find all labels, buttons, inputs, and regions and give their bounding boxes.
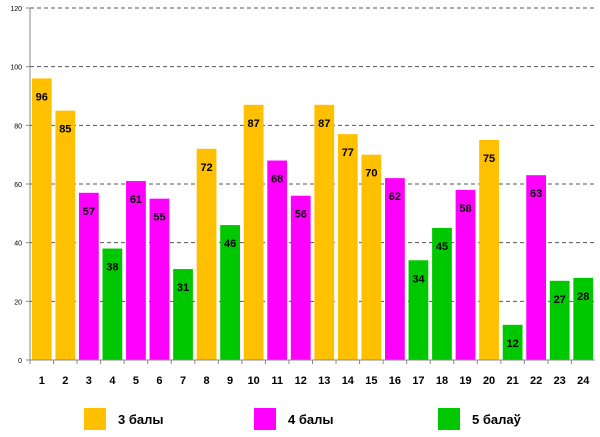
x-tick-label-19: 19: [459, 375, 471, 387]
x-tick-label-13: 13: [318, 375, 330, 387]
bar-19: [455, 189, 476, 360]
x-tick-label-23: 23: [554, 375, 566, 387]
x-tick-label-15: 15: [365, 375, 377, 387]
x-tick-label-1: 1: [39, 375, 45, 387]
x-tick-label-21: 21: [506, 375, 518, 387]
data-label-18: 45: [436, 241, 448, 253]
data-label-11: 68: [271, 174, 283, 186]
bar-14: [337, 134, 358, 360]
data-label-17: 34: [412, 273, 425, 285]
bar-24: [573, 277, 594, 360]
data-label-5: 61: [130, 194, 142, 206]
bar-1: [31, 78, 52, 361]
data-label-16: 62: [389, 191, 401, 203]
y-tick-label: 120: [10, 6, 22, 13]
x-tick-label-4: 4: [109, 375, 116, 387]
legend-item-4: 4 балы: [254, 406, 333, 432]
bar-10: [243, 104, 264, 360]
bar-6: [149, 198, 170, 360]
data-label-7: 31: [177, 282, 189, 294]
grid-lines: [30, 7, 595, 302]
bar-5: [126, 181, 146, 360]
data-label-24: 28: [577, 291, 589, 303]
data-label-20: 75: [483, 153, 495, 165]
y-tick-label: 40: [14, 241, 22, 248]
legend-item-3: 3 балы: [84, 406, 163, 432]
x-tick-label-14: 14: [342, 375, 355, 387]
y-tick-label: 20: [14, 299, 22, 306]
legend-swatch-4: [254, 408, 276, 430]
data-label-8: 72: [200, 162, 212, 174]
bar-4: [102, 248, 123, 360]
data-label-2: 85: [59, 124, 71, 136]
x-tick-label-2: 2: [62, 375, 68, 387]
bar-20: [479, 140, 499, 360]
data-label-23: 27: [554, 294, 566, 306]
data-label-10: 87: [248, 118, 260, 130]
legend-swatch-3: [84, 408, 106, 430]
bar-11: [267, 160, 288, 360]
data-label-15: 70: [365, 168, 377, 180]
data-label-12: 56: [295, 209, 307, 221]
bar-9: [220, 225, 240, 360]
x-tick-label-6: 6: [156, 375, 162, 387]
data-label-6: 55: [153, 212, 165, 224]
y-tick-label: 0: [18, 358, 22, 365]
bar-13: [314, 104, 335, 360]
x-tick-label-5: 5: [133, 375, 139, 387]
data-label-1: 96: [36, 91, 48, 103]
x-tick-label-8: 8: [204, 375, 210, 387]
bar-15: [361, 154, 382, 360]
y-axis: 0 20 40 60 80 100 120: [10, 6, 31, 365]
x-tick-label-16: 16: [389, 375, 401, 387]
legend-swatch-5: [438, 408, 460, 430]
y-tick-label: 100: [10, 65, 22, 72]
x-tick-label-3: 3: [86, 375, 92, 387]
legend-label-4: 4 балы: [288, 411, 334, 427]
data-label-4: 38: [106, 262, 118, 274]
data-label-13: 87: [318, 118, 330, 130]
data-label-21: 12: [506, 338, 518, 350]
y-tick-label: 60: [14, 182, 22, 189]
legend-item-5: 5 балаў: [438, 406, 521, 432]
x-axis: 1 2 3 4 5 6 7 8 9 10 11 12 13 14 15 16 17 18 19 20 21 22 23 24: [29, 359, 595, 387]
data-label-22: 63: [530, 188, 542, 200]
data-label-3: 57: [83, 206, 95, 218]
data-label-9: 46: [224, 238, 236, 250]
data-label-19: 58: [459, 203, 471, 215]
bar-22: [526, 175, 547, 360]
bar-18: [432, 228, 452, 360]
y-tick-label: 80: [14, 123, 22, 130]
x-tick-label-7: 7: [180, 375, 186, 387]
x-tick-label-18: 18: [436, 375, 448, 387]
bar-2: [55, 110, 76, 361]
x-tick-label-20: 20: [483, 375, 495, 387]
x-tick-label-12: 12: [295, 375, 307, 387]
data-label-14: 77: [342, 147, 354, 159]
x-tick-label-17: 17: [412, 375, 424, 387]
legend-label-3: 3 балы: [118, 411, 164, 427]
bars: [31, 78, 594, 361]
legend-label-5: 5 балаў: [472, 411, 521, 427]
bar-17: [408, 260, 429, 360]
bar-12: [290, 195, 311, 360]
bar-23: [549, 280, 570, 360]
x-tick-label-9: 9: [227, 375, 233, 387]
x-tick-label-10: 10: [248, 375, 260, 387]
bar-8: [196, 148, 217, 360]
data-labels: 96 85 57 38 61 55 31 72 46 87 68 56 87 77 70 62 34 45 58 75…: [36, 91, 590, 349]
x-tick-label-22: 22: [530, 375, 542, 387]
bar-21: [502, 324, 523, 360]
bar-16: [385, 178, 405, 360]
x-tick-label-11: 11: [271, 375, 283, 387]
bar-7: [173, 269, 193, 360]
x-tick-label-24: 24: [577, 375, 590, 387]
bar-3: [78, 192, 99, 360]
